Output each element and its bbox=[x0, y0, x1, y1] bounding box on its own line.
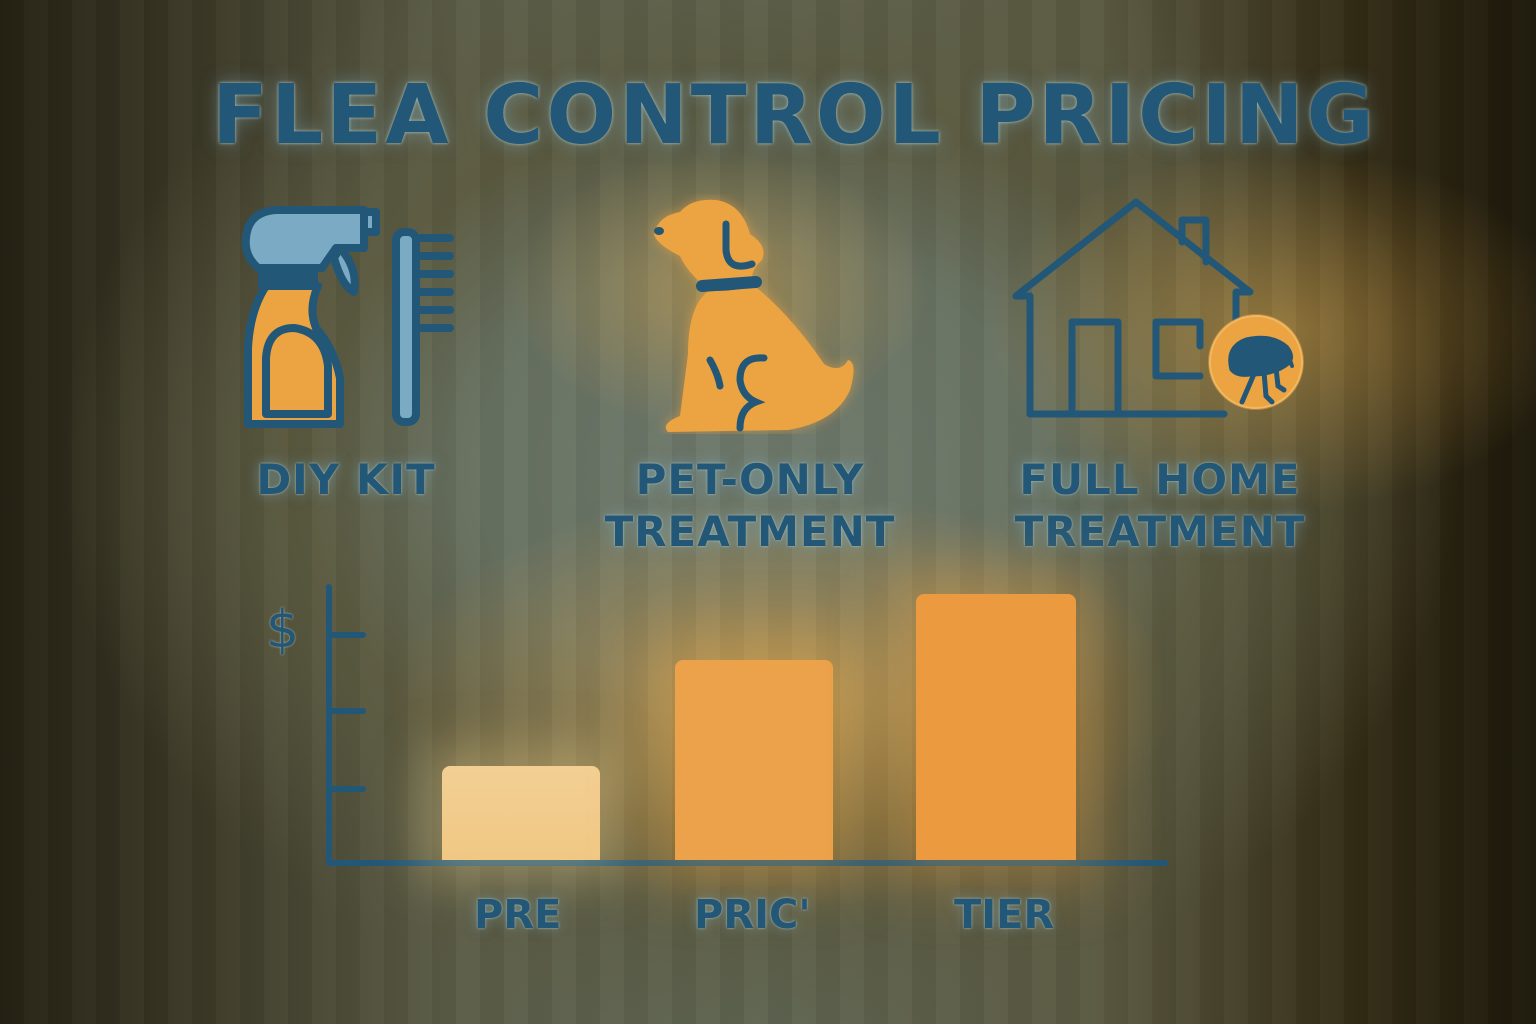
tier-label-diy-kit: DIY KIT bbox=[226, 454, 466, 506]
tier-label-line: TREATMENT bbox=[1014, 507, 1306, 556]
x-label-pric: PRIC' bbox=[694, 892, 811, 938]
page-title: FLEA CONTROL PRICING bbox=[212, 68, 1377, 163]
spray-bottle-and-comb-icon bbox=[241, 206, 454, 428]
dog-icon bbox=[654, 199, 854, 432]
tier-label-line: FULL HOME bbox=[1019, 455, 1301, 504]
x-axis bbox=[326, 860, 1168, 866]
house-with-flea-icon bbox=[1012, 198, 1304, 418]
tier-label-line: DIY KIT bbox=[256, 455, 436, 504]
x-label-pre: PRE bbox=[474, 892, 562, 938]
y-tick bbox=[330, 708, 366, 714]
bar-pric bbox=[675, 660, 833, 860]
tier-label-full-home: FULL HOME TREATMENT bbox=[1000, 454, 1320, 558]
tier-label-line: PET-ONLY bbox=[635, 455, 865, 504]
bar-tier bbox=[916, 594, 1076, 860]
y-tick bbox=[330, 786, 366, 792]
y-tick bbox=[330, 632, 366, 638]
y-axis-label: $ bbox=[266, 600, 300, 660]
bar-pre bbox=[442, 766, 600, 860]
tier-label-line: TREATMENT bbox=[604, 507, 896, 556]
tier-label-pet-only: PET-ONLY TREATMENT bbox=[590, 454, 910, 558]
y-axis bbox=[326, 584, 332, 866]
x-label-tier: TIER bbox=[954, 892, 1055, 938]
